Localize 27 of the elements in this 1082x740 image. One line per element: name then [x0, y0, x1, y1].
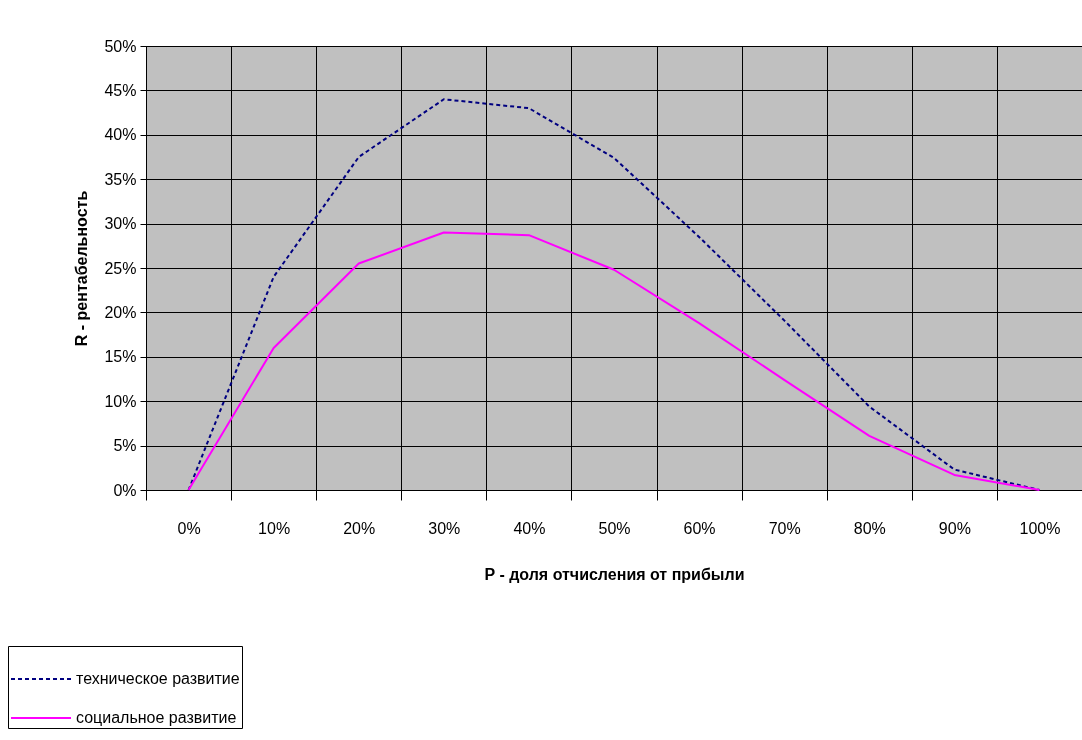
x-tick-label: 90%: [938, 519, 971, 537]
y-tick-label: 35%: [104, 170, 137, 188]
y-tick-label: 25%: [104, 259, 137, 277]
y-tick-label: 50%: [104, 37, 137, 55]
x-tick-label: 80%: [853, 519, 886, 537]
x-tick-label: 60%: [683, 519, 716, 537]
x-tick-label: 20%: [343, 519, 376, 537]
y-tick-label: 10%: [104, 392, 137, 410]
y-tick-label: 30%: [104, 215, 137, 233]
line-series: [187, 231, 1041, 491]
y-tick-label: 5%: [113, 437, 137, 455]
x-tick-label: 0%: [177, 519, 201, 537]
x-tick-label: 10%: [258, 519, 291, 537]
y-tick-label: 45%: [104, 81, 137, 99]
y-tick-label: 15%: [104, 348, 137, 366]
x-tick-label: 40%: [513, 519, 546, 537]
y-tick-label: 40%: [104, 126, 137, 144]
y-tick-label: 20%: [104, 303, 137, 321]
x-axis-title: P - доля отчисления от прибыли: [484, 565, 745, 583]
x-tick-label: 50%: [598, 519, 631, 537]
x-tick-label: 30%: [428, 519, 461, 537]
y-tick-label: 0%: [113, 481, 137, 499]
x-tick-label: 100%: [1019, 519, 1061, 537]
legend-label: социальное развитие: [76, 709, 237, 726]
y-axis-title: R - рентабельность: [73, 190, 91, 347]
legend-label: техническое развитие: [76, 670, 240, 687]
x-tick-label: 70%: [768, 519, 801, 537]
